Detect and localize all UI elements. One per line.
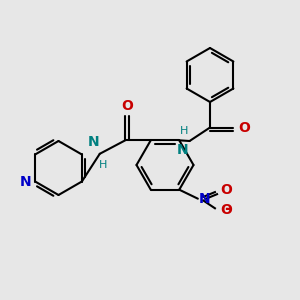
Text: O: O <box>121 99 133 113</box>
Text: H: H <box>180 127 189 136</box>
Text: O: O <box>220 183 232 197</box>
Text: N: N <box>88 135 100 149</box>
Text: N: N <box>199 192 211 206</box>
Text: N: N <box>20 175 32 188</box>
Text: O: O <box>238 121 250 134</box>
Text: -: - <box>224 200 231 217</box>
Text: O: O <box>220 203 232 217</box>
Text: H: H <box>99 160 107 170</box>
Text: N: N <box>177 142 189 157</box>
